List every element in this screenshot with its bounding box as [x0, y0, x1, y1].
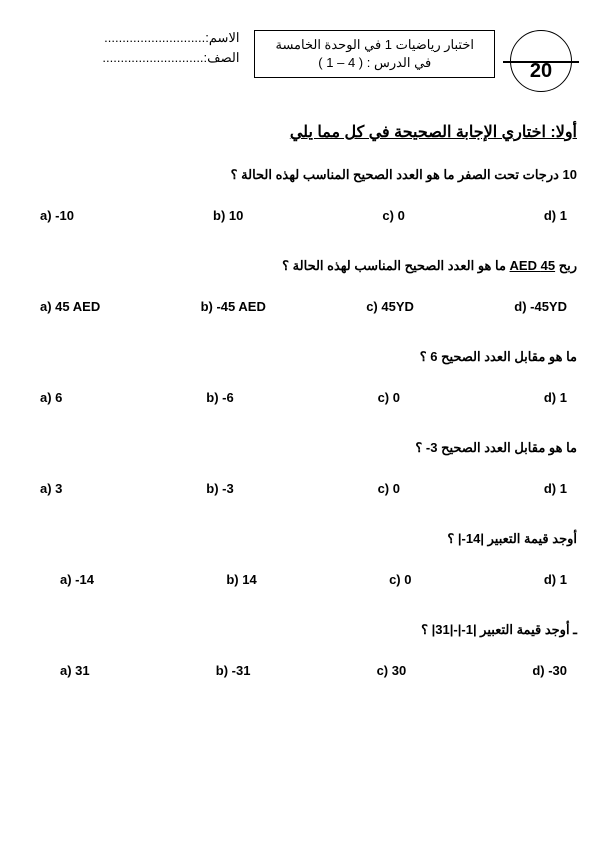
- class-dots: ............................: [102, 50, 203, 65]
- options-row: a) -14 b) 14 c) 0 d) 1: [30, 572, 577, 587]
- name-label: الاسم:: [205, 30, 239, 45]
- question-text: ربح 45 AED ما هو العدد الصحيح المناسب له…: [30, 258, 577, 274]
- options-row: a) 6 b) -6 c) 0 d) 1: [30, 390, 577, 405]
- option-a: a) 3: [40, 481, 62, 496]
- header: 20 اختبار رياضيات 1 في الوحدة الخامسة في…: [30, 30, 577, 92]
- option-c: c) 0: [389, 572, 411, 587]
- options-row: a) 3 b) -3 c) 0 d) 1: [30, 481, 577, 496]
- option-c: c) 0: [378, 390, 400, 405]
- section-title: أولا: اختاري الإجابة الصحيحة في كل مما ي…: [30, 122, 577, 142]
- title-line2: في الدرس : ( 4 – 1 ): [275, 55, 474, 71]
- options-row: a) 45 AED b) -45 AED c) 45YD d) -45YD: [30, 299, 577, 314]
- option-a: a) 45 AED: [40, 299, 100, 314]
- q2-prefix: ربح: [555, 258, 577, 273]
- option-d: d) -45YD: [514, 299, 567, 314]
- question-text: ما هو مقابل العدد الصحيح 3- ؟: [30, 440, 577, 456]
- option-b: b) 10: [213, 208, 243, 223]
- option-b: b) -31: [216, 663, 251, 678]
- question-text: أوجد قيمة التعبير |14-| ؟: [30, 531, 577, 547]
- option-d: d) 1: [544, 481, 567, 496]
- option-a: a) 31: [60, 663, 90, 678]
- option-a: a) -10: [40, 208, 74, 223]
- question-text: ما هو مقابل العدد الصحيح 6 ؟: [30, 349, 577, 365]
- option-d: d) 1: [544, 572, 567, 587]
- options-row: a) -10 b) 10 c) 0 d) 1: [30, 208, 577, 223]
- question-2: ربح 45 AED ما هو العدد الصحيح المناسب له…: [30, 258, 577, 314]
- option-a: a) 6: [40, 390, 62, 405]
- question-text: ـ أوجد قيمة التعبير |1-|-|31| ؟: [30, 622, 577, 638]
- question-text: 10 درجات تحت الصفر ما هو العدد الصحيح ال…: [30, 167, 577, 183]
- title-box: اختبار رياضيات 1 في الوحدة الخامسة في ال…: [254, 30, 495, 78]
- option-b: b) -6: [206, 390, 233, 405]
- name-field: الاسم:............................: [102, 30, 239, 46]
- option-c: c) 0: [378, 481, 400, 496]
- score-number: 20: [511, 60, 571, 83]
- option-b: b) -45 AED: [201, 299, 266, 314]
- question-4: ما هو مقابل العدد الصحيح 3- ؟ a) 3 b) -3…: [30, 440, 577, 496]
- option-d: d) 1: [544, 390, 567, 405]
- option-a: a) -14: [60, 572, 94, 587]
- name-dots: ............................: [104, 30, 205, 45]
- option-b: b) -3: [206, 481, 233, 496]
- option-c: c) 30: [377, 663, 407, 678]
- title-line1: اختبار رياضيات 1 في الوحدة الخامسة: [275, 37, 474, 53]
- question-5: أوجد قيمة التعبير |14-| ؟ a) -14 b) 14 c…: [30, 531, 577, 587]
- class-field: الصف:............................: [102, 50, 239, 66]
- question-1: 10 درجات تحت الصفر ما هو العدد الصحيح ال…: [30, 167, 577, 223]
- q2-underline: 45 AED: [510, 258, 556, 273]
- question-6: ـ أوجد قيمة التعبير |1-|-|31| ؟ a) 31 b)…: [30, 622, 577, 678]
- class-label: الصف:: [204, 50, 240, 65]
- q2-suffix: ما هو العدد الصحيح المناسب لهذه الحالة ؟: [282, 258, 509, 273]
- name-fields: الاسم:............................ الصف:…: [102, 30, 239, 70]
- option-c: c) 45YD: [366, 299, 414, 314]
- option-b: b) 14: [226, 572, 256, 587]
- option-d: d) 1: [544, 208, 567, 223]
- score-circle: 20: [510, 30, 572, 92]
- options-row: a) 31 b) -31 c) 30 d) -30: [30, 663, 577, 678]
- question-3: ما هو مقابل العدد الصحيح 6 ؟ a) 6 b) -6 …: [30, 349, 577, 405]
- option-c: c) 0: [382, 208, 404, 223]
- option-d: d) -30: [532, 663, 567, 678]
